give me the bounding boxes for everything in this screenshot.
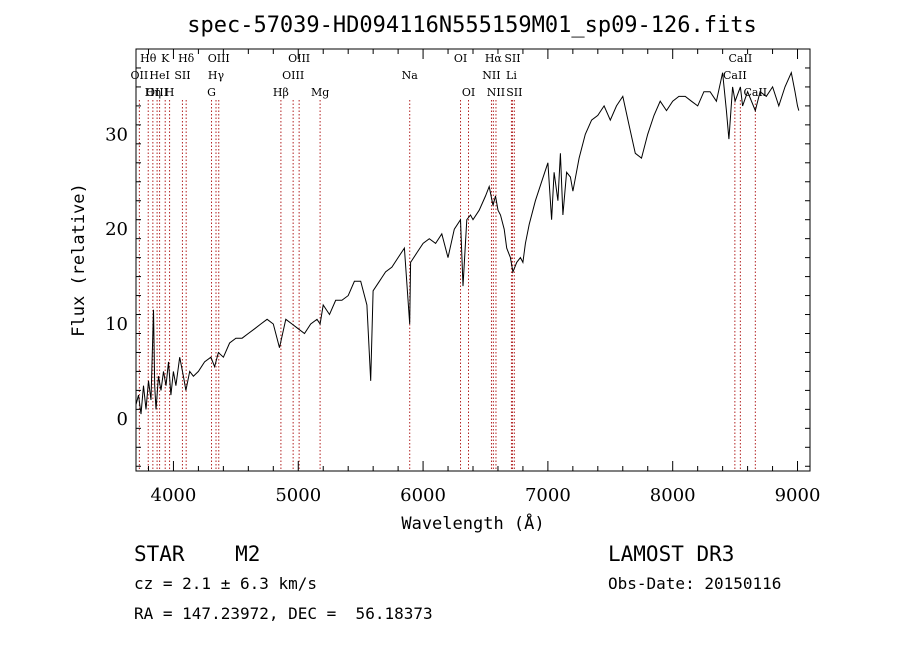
spectral-line-label: Li — [506, 69, 517, 82]
spectral-line-label: Hγ — [208, 69, 225, 82]
spectral-line-label: CaII — [723, 69, 747, 82]
spectral-line-label: OI — [454, 52, 467, 65]
spectral-line-label: K — [161, 52, 170, 65]
y-tick-label: 10 — [105, 314, 128, 335]
x-tick-label: 6000 — [400, 485, 446, 506]
spectral-line-label: SII — [506, 86, 522, 99]
y-tick-label: 20 — [105, 219, 128, 240]
spectral-line-label: OIII — [288, 52, 310, 65]
spectral-line-label: Hθ — [140, 52, 157, 65]
chart-title: spec-57039-HD094116N555159M01_sp09-126.f… — [187, 13, 757, 38]
obs-date-text: Obs-Date: 20150116 — [608, 574, 781, 593]
spectrum-series-line — [135, 71, 800, 415]
classification-text: STAR M2 — [134, 542, 260, 566]
x-tick-label: 8000 — [650, 485, 696, 506]
y-tick-label: 30 — [105, 124, 128, 145]
spectral-line-markers — [138, 100, 756, 471]
spectral-line-label: Mg — [311, 86, 329, 99]
spectral-line-label: Hβ — [273, 86, 289, 99]
spectral-line-label: Na — [402, 69, 419, 82]
spectral-line-label: OIII — [208, 52, 230, 65]
x-axis-ticks: 4000 5000 6000 7000 8000 9000 — [147, 49, 821, 506]
spectral-line-label: OI — [462, 86, 475, 99]
coordinates-text: RA = 147.23972, DEC = 56.18373 — [134, 604, 433, 623]
y-axis-label: Flux (relative) — [69, 183, 89, 337]
spectral-line-label: Hδ — [178, 52, 195, 65]
spectral-line-label: H — [165, 86, 175, 99]
survey-text: LAMOST DR3 — [608, 542, 734, 566]
spectral-line-label: SII — [174, 69, 190, 82]
spectral-line-label: SII — [504, 52, 520, 65]
spectral-line-label: OII — [131, 69, 149, 82]
y-axis-ticks: 0 10 20 30 — [105, 67, 810, 467]
spectral-line-label: Hα — [485, 52, 503, 65]
redshift-text: cz = 2.1 ± 6.3 km/s — [134, 574, 317, 593]
spectral-line-label: OIII — [146, 86, 168, 99]
plot-frame — [135, 48, 811, 472]
x-tick-label: 4000 — [151, 485, 197, 506]
y-tick-label: 0 — [117, 409, 128, 430]
spectral-line-label: HeI — [149, 69, 169, 82]
spectral-line-label: NII — [482, 69, 500, 82]
spectral-line-label: CaII — [729, 52, 753, 65]
spectral-line-label: NII — [487, 86, 505, 99]
x-tick-label: 5000 — [275, 485, 321, 506]
x-tick-label: 7000 — [525, 485, 571, 506]
spectral-line-label: OIII — [282, 69, 304, 82]
x-axis-label: Wavelength (Å) — [401, 512, 544, 534]
spectral-line-label: Hη — [145, 86, 161, 99]
x-tick-label: 9000 — [775, 485, 821, 506]
spectral-line-label: G — [207, 86, 216, 99]
